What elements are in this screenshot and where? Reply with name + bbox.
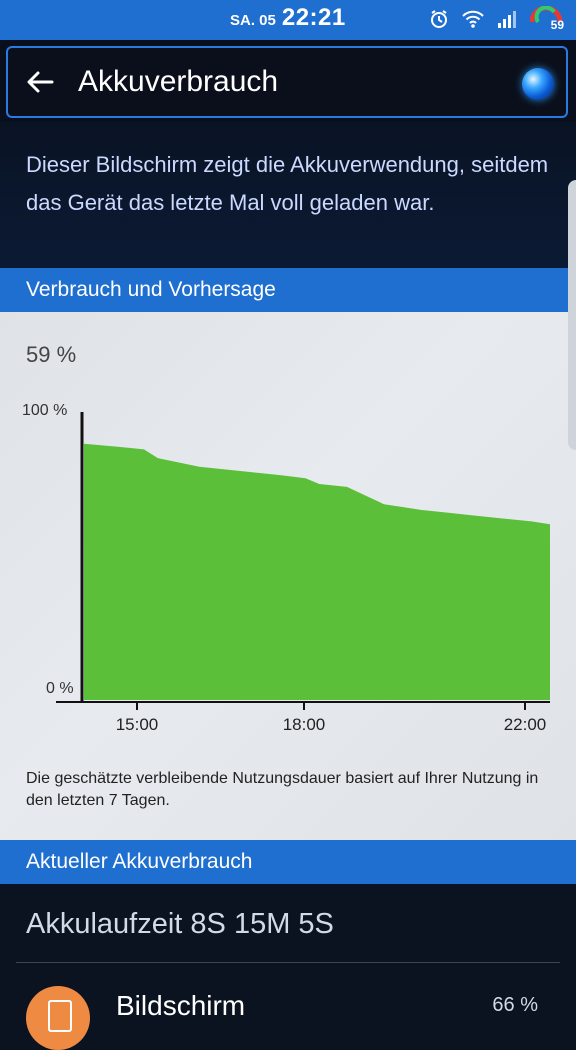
page-title: Akkuverbrauch [78,65,279,98]
description-text: Dieser Bildschirm zeigt die Akkuverwendu… [0,122,576,268]
usage-item-percent: 66 % [492,994,538,1016]
section-header-usage-forecast: Verbrauch und Vorhersage [0,268,576,312]
battery-icon: 59 [529,5,564,32]
globe-icon[interactable] [522,68,554,100]
current-battery-percent: 59 % [26,342,77,367]
usage-item-name: Bildschirm [116,990,246,1021]
current-usage: Akkulaufzeit 8S 15M 5S Bildschirm 66 % [0,884,576,1050]
screen-icon [26,986,90,1050]
status-bar: SA. 05 22:21 59 [0,0,576,40]
alarm-icon [428,8,450,30]
y-axis-top-label: 100 % [22,402,68,419]
app-header-wrap: Akkuverbrauch [0,40,576,122]
y-axis-bottom-label: 0 % [46,680,74,697]
chart-note: Die geschätzte verbleibende Nutzungsdaue… [26,770,539,809]
divider [16,962,560,963]
section-header-current-usage: Aktueller Akkuverbrauch [0,840,576,884]
x-axis-tick-label: 22:00 [504,715,547,734]
status-time: 22:21 [281,4,346,31]
edge-panel-handle[interactable] [568,180,576,450]
app-header: Akkuverbrauch [6,46,568,118]
battery-chart-area: 59 % 100 % 0 % 15:00 18:00 22:00 Die gesch… [0,312,576,840]
usage-item-screen[interactable]: Bildschirm 66 % [0,974,576,1050]
battery-level: 59 [550,18,564,32]
x-axis-tick-label: 18:00 [283,715,326,734]
back-arrow-icon[interactable] [24,66,56,98]
battery-area-series [84,443,550,700]
status-date: SA. 05 [230,12,276,29]
battery-chart: 15:00 18:00 22:00 [56,412,550,734]
wifi-icon [462,8,484,30]
status-time-group: SA. 05 22:21 [230,4,346,32]
x-axis-tick-label: 15:00 [116,715,159,734]
battery-runtime: Akkulaufzeit 8S 15M 5S [26,908,334,940]
status-icons: 59 [428,5,564,32]
signal-icon [496,8,518,30]
